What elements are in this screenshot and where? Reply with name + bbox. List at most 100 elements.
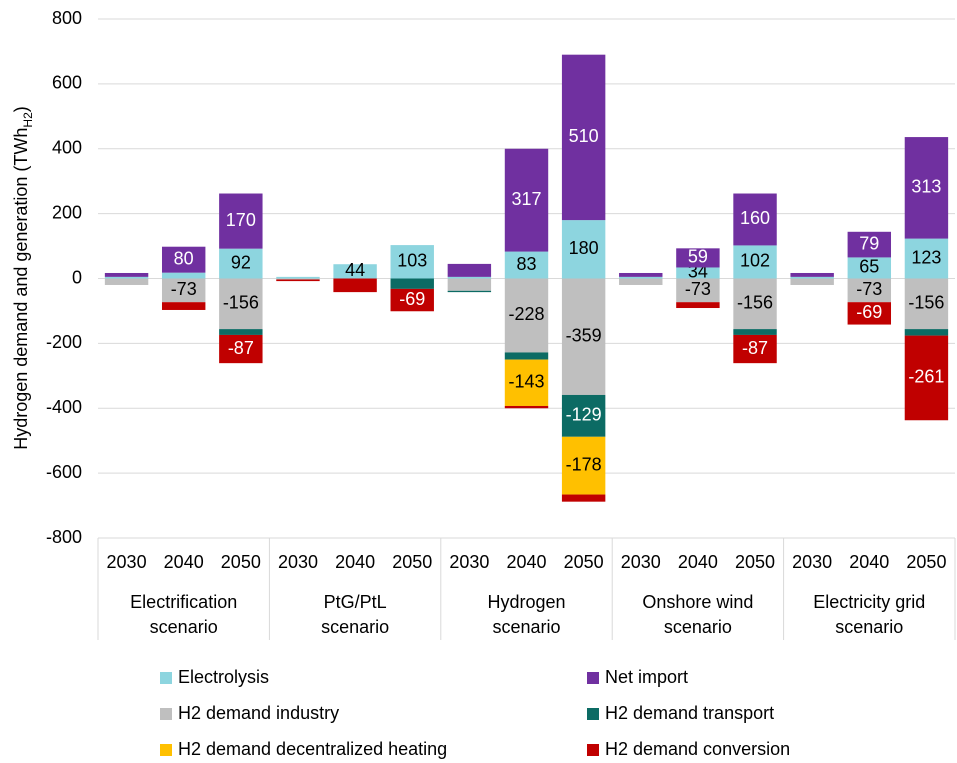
data-label: -143 [508, 372, 544, 392]
y-tick-label: -400 [46, 397, 82, 417]
bar-segment [790, 272, 834, 277]
data-label: 80 [174, 248, 194, 268]
legend-swatch [160, 672, 172, 684]
bar-segment [676, 267, 720, 279]
group-label: Onshore wind [642, 592, 753, 612]
x-tick-label: 2040 [335, 552, 375, 572]
data-label: 317 [511, 189, 541, 209]
legend-label: H2 demand conversion [605, 739, 790, 759]
bar-segment [447, 276, 492, 279]
bar-segment [504, 251, 549, 279]
data-label: -156 [908, 293, 944, 313]
y-axis-label: Hydrogen demand and generation (TWhH2) [11, 106, 35, 450]
group-label: Electrification [130, 592, 237, 612]
legend-label: Electrolysis [178, 667, 269, 687]
x-tick-label: 2050 [906, 552, 946, 572]
data-label: 65 [859, 257, 879, 277]
data-label: -156 [223, 293, 259, 313]
bar-segment [219, 248, 263, 279]
data-label: 79 [859, 233, 879, 253]
data-label: -69 [399, 289, 425, 309]
data-label: 92 [231, 252, 251, 272]
y-tick-label: -600 [46, 462, 82, 482]
data-label: 170 [226, 210, 256, 230]
bar-segment [104, 272, 149, 277]
bar-segment [904, 278, 949, 330]
bar-segment [276, 276, 320, 279]
y-tick-label: 200 [52, 202, 82, 222]
bar-segment [504, 359, 549, 406]
data-label: 102 [740, 251, 770, 271]
x-tick-label: 2040 [678, 552, 718, 572]
bar-segment [504, 148, 549, 252]
x-tick-label: 2030 [621, 552, 661, 572]
data-label: 510 [569, 126, 599, 146]
bar-segment [561, 54, 606, 221]
group-label: PtG/PtL [324, 592, 387, 612]
bar-segment [333, 278, 377, 293]
data-label: -359 [566, 325, 602, 345]
data-label: 160 [740, 208, 770, 228]
bar-segment [390, 278, 434, 289]
bar-segment [561, 494, 606, 502]
data-label: 123 [911, 247, 941, 267]
group-label: Hydrogen [487, 592, 565, 612]
bar-segment [276, 278, 320, 280]
data-label: 59 [688, 247, 708, 267]
bar-segment [619, 272, 663, 277]
bar-segment [447, 290, 492, 293]
legend-label: Net import [605, 667, 688, 687]
y-tick-label: 600 [52, 73, 82, 93]
bar-segment [733, 193, 777, 246]
bar-segment [904, 335, 949, 421]
bar-segment [161, 272, 206, 279]
bar-segment [390, 245, 434, 279]
y-label-sub: H2 [21, 112, 35, 128]
bar-segment [619, 278, 663, 285]
data-label: -228 [508, 304, 544, 324]
data-label: -129 [566, 405, 602, 425]
bar-segment [447, 263, 492, 277]
bar-segment [219, 329, 263, 335]
data-label: 103 [397, 251, 427, 271]
data-label: -73 [856, 279, 882, 299]
bar-segment [504, 352, 549, 360]
bar-segment [276, 279, 320, 282]
data-label: 83 [516, 254, 536, 274]
bar-segment [219, 334, 263, 364]
group-label: scenario [664, 617, 732, 637]
bar-segment [219, 193, 263, 249]
bar-segment [161, 278, 206, 303]
bar-segment [619, 276, 663, 279]
bar-segment [733, 278, 777, 330]
group-label: Electricity grid [813, 592, 925, 612]
y-tick-label: -200 [46, 332, 82, 352]
data-label: -87 [228, 338, 254, 358]
x-tick-label: 2050 [392, 552, 432, 572]
legend-swatch [160, 744, 172, 756]
bar-segment [561, 220, 606, 279]
bar-segment [790, 278, 834, 285]
data-label: -69 [856, 302, 882, 322]
bar-segment [504, 405, 549, 409]
bar-segment [847, 257, 892, 279]
legend-swatch [587, 672, 599, 684]
bar-segment [676, 278, 720, 303]
legend-swatch [587, 708, 599, 720]
bar-segment [847, 302, 892, 325]
x-tick-label: 2030 [449, 552, 489, 572]
x-tick-label: 2040 [506, 552, 546, 572]
x-tick-label: 2040 [164, 552, 204, 572]
data-label: -73 [171, 279, 197, 299]
group-label: scenario [835, 617, 903, 637]
bar-segment [161, 302, 206, 310]
bar-segment [390, 288, 434, 312]
bar-segment [847, 231, 892, 258]
data-label: -156 [737, 293, 773, 313]
x-tick-label: 2030 [278, 552, 318, 572]
legend-swatch [160, 708, 172, 720]
y-tick-label: -800 [46, 527, 82, 547]
x-tick-label: 2040 [849, 552, 889, 572]
bar-segment [904, 329, 949, 336]
